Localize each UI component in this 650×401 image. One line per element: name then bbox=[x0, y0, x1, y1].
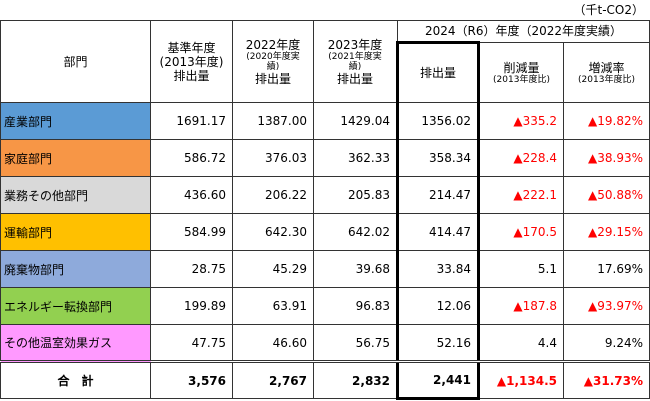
reduction-cell: ▲222.1 bbox=[478, 176, 564, 214]
y2024-cell: 1356.02 bbox=[396, 102, 480, 140]
header-line: (2013年度比) bbox=[493, 74, 550, 85]
y2022-cell: 642.30 bbox=[232, 213, 314, 251]
y2024-cell: 52.16 bbox=[396, 324, 480, 362]
sector-name: その他温室効果ガス bbox=[0, 324, 151, 362]
rate-cell: ▲50.88% bbox=[562, 176, 650, 214]
sector-name: 合 計 bbox=[0, 360, 151, 399]
emissions-table: 部門 基準年度 (2013年度) 排出量 2022年度 (2020年度実 績) 排出量 2… bbox=[0, 20, 650, 400]
rate-cell: ▲29.15% bbox=[562, 213, 650, 251]
y2023-cell: 205.83 bbox=[313, 176, 398, 214]
header-group: 2024（R6）年度（2022年度実績） bbox=[396, 20, 650, 43]
y2022-cell: 376.03 bbox=[232, 139, 314, 177]
y2024-cell: 12.06 bbox=[396, 287, 480, 325]
header-line: 績) bbox=[266, 61, 280, 72]
header-line: 2023年度 bbox=[327, 37, 383, 52]
reduction-cell: ▲228.4 bbox=[478, 139, 564, 177]
header-rate: 増減率 (2013年度比) bbox=[562, 42, 650, 103]
header-line: 績) bbox=[348, 61, 362, 72]
y2023-cell: 96.83 bbox=[313, 287, 398, 325]
header-base: 基準年度 (2013年度) 排出量 bbox=[150, 20, 233, 103]
table-row: 廃棄物部門 28.75 45.29 39.68 33.84 5.1 17.69% bbox=[0, 250, 650, 288]
reduction-cell: 5.1 bbox=[478, 250, 564, 288]
sector-name: 廃棄物部門 bbox=[0, 250, 151, 288]
y2022-cell: 2,767 bbox=[232, 360, 314, 399]
sector-name: エネルギー転換部門 bbox=[0, 287, 151, 325]
header-line: (2013年度) bbox=[159, 54, 224, 69]
reduction-cell: ▲187.8 bbox=[478, 287, 564, 325]
header-line: 排出量 bbox=[173, 68, 210, 83]
header-line: (2013年度比) bbox=[578, 74, 635, 85]
y2024-cell: 414.47 bbox=[396, 213, 480, 251]
y2022-cell: 46.60 bbox=[232, 324, 314, 362]
table-row: エネルギー転換部門 199.89 63.91 96.83 12.06 ▲187.8 ▲93.… bbox=[0, 287, 650, 325]
y2022-cell: 206.22 bbox=[232, 176, 314, 214]
reduction-cell: ▲170.5 bbox=[478, 213, 564, 251]
sector-name: 産業部門 bbox=[0, 102, 151, 140]
table-row: 業務その他部門 436.60 206.22 205.83 214.47 ▲222.1 ▲50… bbox=[0, 176, 650, 214]
header-line: (2020年度実 bbox=[246, 51, 300, 62]
table-row: その他温室効果ガス 47.75 46.60 56.75 52.16 4.4 9.24% bbox=[0, 324, 650, 362]
y2024-cell: 358.34 bbox=[396, 139, 480, 177]
rate-cell: 17.69% bbox=[562, 250, 650, 288]
sector-name: 業務その他部門 bbox=[0, 176, 151, 214]
y2023-cell: 56.75 bbox=[313, 324, 398, 362]
header-line: 排出量 bbox=[254, 71, 291, 86]
base-cell: 584.99 bbox=[150, 213, 233, 251]
y2023-cell: 642.02 bbox=[313, 213, 398, 251]
unit-label: （千t-CO2） bbox=[573, 3, 645, 17]
header-line: 基準年度 bbox=[167, 40, 216, 55]
table-row: 家庭部門 586.72 376.03 362.33 358.34 ▲228.4 ▲38.93… bbox=[0, 139, 650, 177]
y2023-cell: 362.33 bbox=[313, 139, 398, 177]
y2023-cell: 2,832 bbox=[313, 360, 398, 399]
header-line: 削減量 bbox=[503, 60, 540, 75]
table-row: 運輸部門 584.99 642.30 642.02 414.47 ▲170.5 ▲29.15… bbox=[0, 213, 650, 251]
y2022-cell: 45.29 bbox=[232, 250, 314, 288]
header-2024: 排出量 bbox=[396, 41, 480, 103]
y2022-cell: 1387.00 bbox=[232, 102, 314, 140]
reduction-cell: ▲335.2 bbox=[478, 102, 564, 140]
table-row: 産業部門 1691.17 1387.00 1429.04 1356.02 ▲335.2 ▲1… bbox=[0, 102, 650, 140]
table-row: 合 計 3,576 2,767 2,832 2,441 ▲1,134.5 ▲31.73% bbox=[0, 360, 650, 400]
header-2022: 2022年度 (2020年度実 績) 排出量 bbox=[232, 20, 314, 103]
base-cell: 1691.17 bbox=[150, 102, 233, 140]
header-reduction: 削減量 (2013年度比) bbox=[478, 42, 564, 103]
base-cell: 47.75 bbox=[150, 324, 233, 362]
y2024-cell: 214.47 bbox=[396, 176, 480, 214]
rate-cell: 9.24% bbox=[562, 324, 650, 362]
reduction-cell: ▲1,134.5 bbox=[478, 360, 564, 399]
base-cell: 436.60 bbox=[150, 176, 233, 214]
header-2023: 2023年度 (2021年度実 績) 排出量 bbox=[313, 20, 398, 103]
rate-cell: ▲19.82% bbox=[562, 102, 650, 140]
header-line: (2021年度実 bbox=[328, 51, 382, 62]
header-line: 排出量 bbox=[336, 71, 373, 86]
base-cell: 199.89 bbox=[150, 287, 233, 325]
header-sector: 部門 bbox=[0, 20, 151, 103]
reduction-cell: 4.4 bbox=[478, 324, 564, 362]
base-cell: 586.72 bbox=[150, 139, 233, 177]
y2023-cell: 1429.04 bbox=[313, 102, 398, 140]
y2024-cell: 33.84 bbox=[396, 250, 480, 288]
base-cell: 3,576 bbox=[150, 360, 233, 399]
y2023-cell: 39.68 bbox=[313, 250, 398, 288]
base-cell: 28.75 bbox=[150, 250, 233, 288]
header-line: 2022年度 bbox=[245, 37, 301, 52]
y2022-cell: 63.91 bbox=[232, 287, 314, 325]
sector-name: 運輸部門 bbox=[0, 213, 151, 251]
header-line: 増減率 bbox=[588, 60, 625, 75]
rate-cell: ▲93.97% bbox=[562, 287, 650, 325]
rate-cell: ▲38.93% bbox=[562, 139, 650, 177]
sector-name: 家庭部門 bbox=[0, 139, 151, 177]
y2024-cell: 2,441 bbox=[396, 360, 480, 400]
rate-cell: ▲31.73% bbox=[562, 360, 650, 399]
table-body: 産業部門 1691.17 1387.00 1429.04 1356.02 ▲335.2 ▲1… bbox=[0, 102, 650, 400]
